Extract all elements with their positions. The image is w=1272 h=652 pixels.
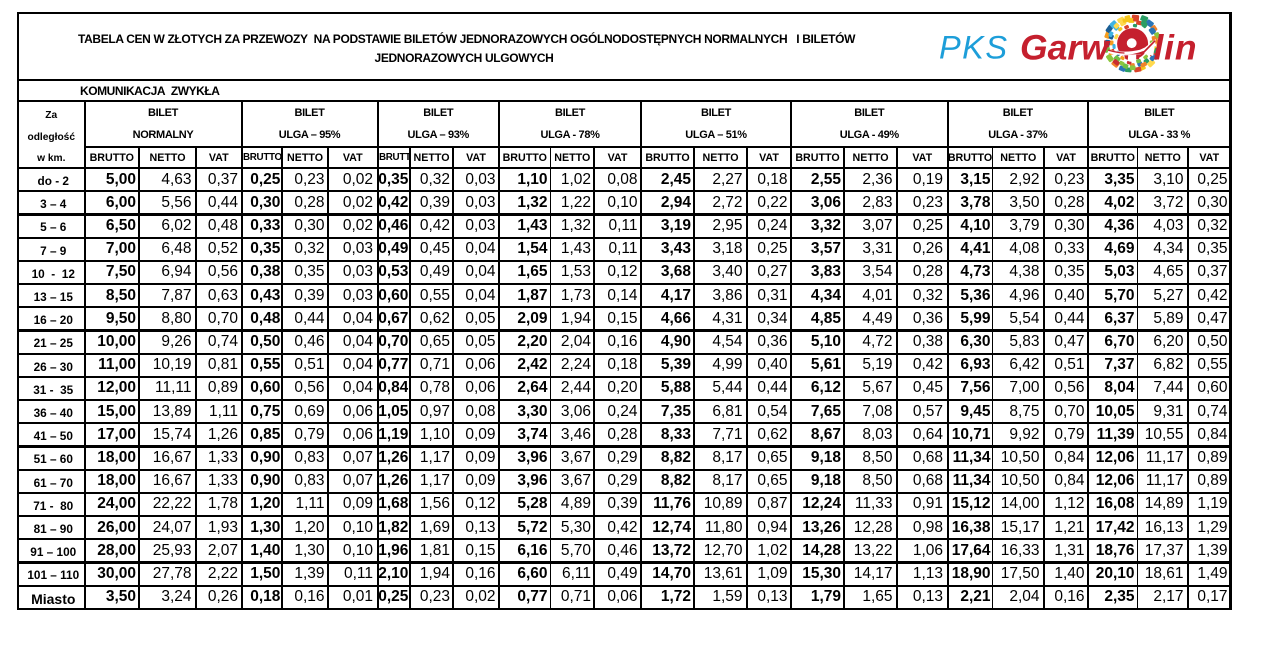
svg-text:Garw: Garw [1020,28,1111,68]
svg-text:lin: lin [1154,28,1198,68]
svg-text:PKS: PKS [939,30,1009,66]
